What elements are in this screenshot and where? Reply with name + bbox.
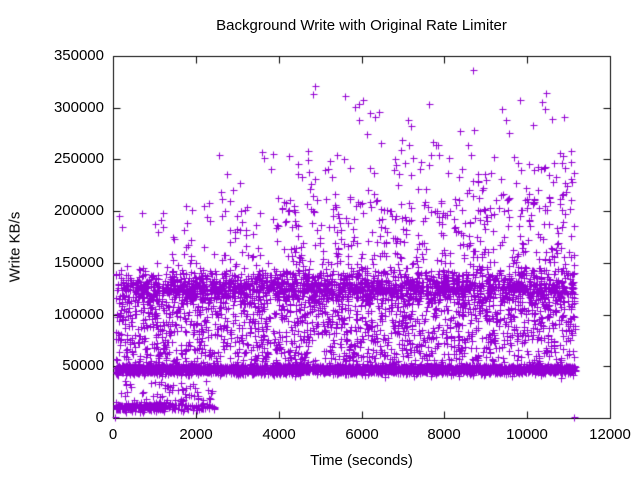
x-tick-label: 8000 bbox=[427, 426, 461, 443]
y-tick-label: 0 bbox=[95, 409, 104, 426]
y-tick-label: 100000 bbox=[53, 306, 104, 323]
y-tick-label: 350000 bbox=[53, 47, 104, 64]
x-tick-label: 10000 bbox=[506, 426, 548, 443]
x-tick-label: 6000 bbox=[345, 426, 379, 443]
x-tick-label: 4000 bbox=[262, 426, 296, 443]
y-tick-label: 250000 bbox=[53, 150, 104, 167]
chart-title: Background Write with Original Rate Limi… bbox=[216, 17, 507, 34]
y-axis-label: Write KB/s bbox=[6, 211, 24, 283]
x-tick-label: 12000 bbox=[589, 426, 631, 443]
y-tick-label: 150000 bbox=[53, 254, 104, 271]
x-tick-label: 0 bbox=[108, 426, 118, 443]
y-tick-label: 200000 bbox=[53, 202, 104, 219]
x-axis-label: Time (seconds) bbox=[310, 452, 413, 469]
y-tick-label: 50000 bbox=[62, 357, 104, 374]
y-tick-label: 300000 bbox=[53, 99, 104, 116]
x-tick-label: 2000 bbox=[179, 426, 213, 443]
